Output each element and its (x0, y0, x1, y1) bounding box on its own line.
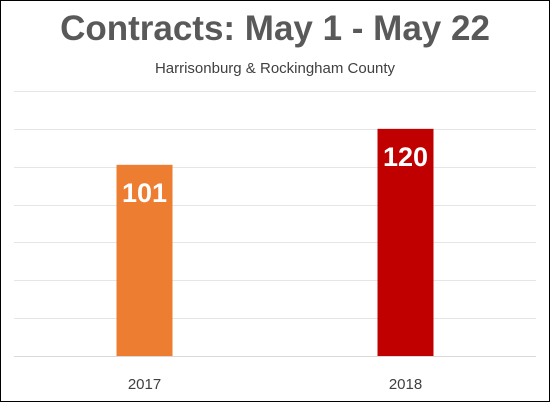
x-tick-label-2018: 2018 (389, 376, 422, 393)
data-label-2018: 120 (383, 142, 428, 172)
data-label-2017: 101 (122, 178, 167, 208)
bar-2017 (116, 164, 173, 356)
bar-2018 (377, 128, 434, 356)
x-tick-label-2017: 2017 (128, 376, 161, 393)
chart-title: Contracts: May 1 - May 22 (60, 9, 490, 48)
chart-subtitle: Harrisonburg & Rockingham County (154, 60, 396, 77)
